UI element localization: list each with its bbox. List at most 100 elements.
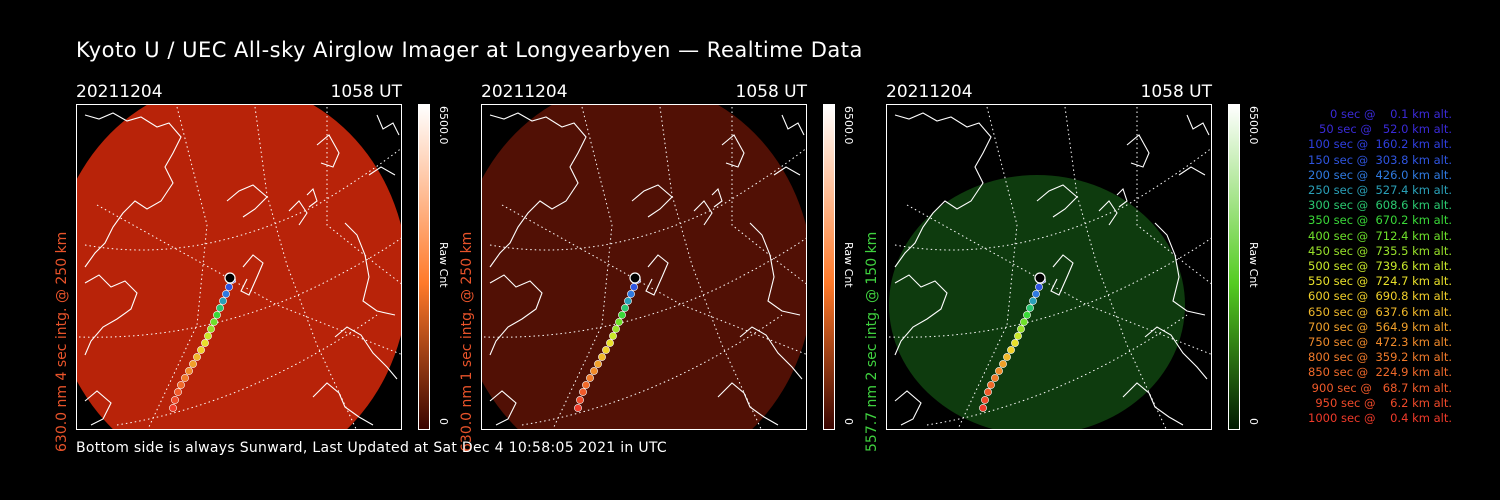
track-point: [598, 353, 606, 361]
page-title: Kyoto U / UEC All-sky Airglow Imager at …: [76, 38, 863, 62]
legend-entry: 900 sec @ 68.7 km alt.: [1308, 380, 1452, 395]
station-marker: [224, 272, 236, 284]
track-point: [174, 388, 182, 396]
legend-entry: 600 sec @ 690.8 km alt.: [1304, 289, 1452, 304]
grid-line: [957, 106, 1018, 429]
track-point: [213, 311, 221, 319]
track-point: [624, 297, 632, 305]
coastline: [84, 274, 138, 356]
coastline: [489, 112, 587, 268]
grid-line: [1136, 107, 1211, 285]
coastline: [316, 134, 340, 168]
coastline: [717, 382, 779, 426]
coastline: [1098, 200, 1118, 226]
panel-time: 1058 UT: [1140, 82, 1213, 102]
grid-line: [552, 106, 613, 429]
grid-line: [659, 106, 762, 429]
track-point: [612, 325, 620, 333]
legend-entry: 750 sec @ 472.3 km alt.: [1304, 335, 1452, 350]
coastline: [781, 114, 805, 136]
track-point: [1017, 325, 1025, 333]
track-point: [582, 381, 590, 389]
colorbar-unit-label: Raw Cnt: [437, 242, 450, 288]
track-point: [1003, 353, 1011, 361]
track-point: [586, 374, 594, 382]
track-point: [210, 318, 218, 326]
legend-entry: 100 sec @ 160.2 km alt.: [1304, 137, 1452, 152]
track-point: [1020, 318, 1028, 326]
legend-entry: 200 sec @ 426.0 km alt.: [1304, 167, 1452, 182]
track-point: [222, 290, 230, 298]
coastline: [344, 222, 396, 316]
track-point: [204, 332, 212, 340]
coastline: [1154, 222, 1206, 316]
coastline: [1144, 326, 1208, 380]
coastline: [631, 184, 673, 218]
allsky-map: [481, 104, 807, 430]
colorbar-max-label: 6500.0: [1247, 106, 1260, 145]
track-point: [627, 290, 635, 298]
legend-entry: 850 sec @ 224.9 km alt.: [1304, 365, 1452, 380]
coastline: [749, 222, 801, 316]
coastline: [240, 254, 264, 296]
legend-entry: 50 sec @ 52.0 km alt.: [1311, 122, 1452, 137]
colorbar: [418, 104, 430, 430]
coastline: [1122, 382, 1184, 426]
allsky-map: [76, 104, 402, 430]
allsky-image: [77, 105, 401, 429]
track-point: [987, 381, 995, 389]
track-point: [606, 339, 614, 347]
track-point: [621, 304, 629, 312]
colorbar: [1228, 104, 1240, 430]
station-marker: [629, 272, 641, 284]
track-point: [1007, 346, 1015, 354]
coastline: [489, 390, 517, 426]
airglow-panel-630-4s: 20211204 1058 UT 630.0 nm 4 sec intg. @ …: [54, 82, 476, 452]
coastline: [894, 112, 992, 268]
coastline: [376, 114, 400, 136]
track-point: [169, 404, 177, 412]
grid-line: [894, 147, 1211, 251]
legend-entry: 150 sec @ 303.8 km alt.: [1304, 152, 1452, 167]
panel-side-label: 630.0 nm 1 sec intg. @ 250 km: [459, 231, 475, 452]
grid-line: [78, 237, 401, 338]
coastline: [84, 112, 182, 268]
track-point: [1026, 304, 1034, 312]
grid-line: [147, 106, 208, 429]
allsky-image: [888, 106, 1211, 429]
coastline: [288, 200, 308, 226]
grid-line: [254, 106, 357, 429]
panel-side-label: 557.7 nm 2 sec intg. @ 150 km: [864, 231, 880, 452]
colorbar-min-label: 0: [842, 418, 855, 425]
airglow-sky-image: [482, 105, 806, 429]
track-point: [1032, 290, 1040, 298]
track-point: [1011, 339, 1019, 347]
grid-line: [84, 147, 401, 251]
track-point: [1035, 283, 1043, 291]
track-point: [602, 346, 610, 354]
legend-entry: 550 sec @ 724.7 km alt.: [1304, 274, 1452, 289]
allsky-image: [482, 105, 806, 429]
colorbar: [823, 104, 835, 430]
track-point: [185, 367, 193, 375]
track-point: [1014, 332, 1022, 340]
track-point: [615, 318, 623, 326]
track-point: [219, 297, 227, 305]
legend-entry: 300 sec @ 608.6 km alt.: [1304, 198, 1452, 213]
coastline: [84, 390, 112, 426]
legend-entry: 700 sec @ 564.9 km alt.: [1304, 319, 1452, 334]
track-point: [984, 388, 992, 396]
panel-time: 1058 UT: [735, 82, 808, 102]
station-marker: [1034, 272, 1046, 284]
track-point: [171, 396, 179, 404]
track-point: [579, 388, 587, 396]
coastline: [739, 326, 803, 380]
coastline: [334, 326, 398, 380]
track-point: [999, 360, 1007, 368]
panel-date: 20211204: [76, 82, 163, 102]
track-point: [201, 339, 209, 347]
grid-line: [521, 314, 783, 426]
legend-entry: 0 sec @ 0.1 km alt.: [1319, 107, 1452, 121]
coastline: [1186, 114, 1210, 136]
airglow-panel-630-1s: 20211204 1058 UT 630.0 nm 1 sec intg. @ …: [459, 82, 881, 452]
